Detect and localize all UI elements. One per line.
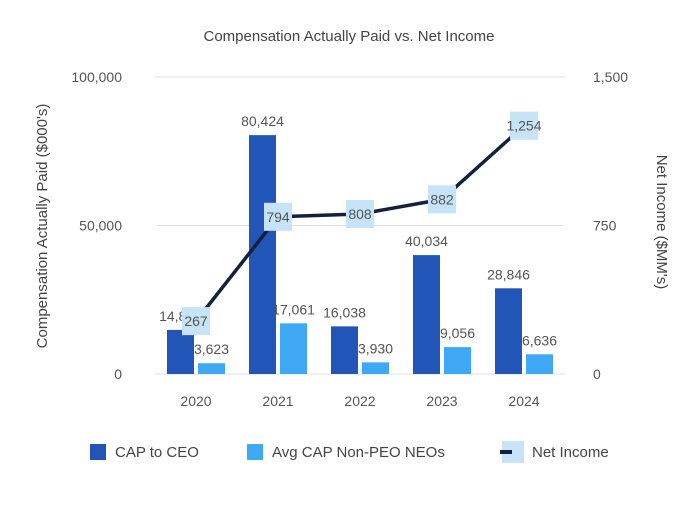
bar-cap-ceo	[167, 329, 194, 374]
net-income-marker	[264, 202, 292, 231]
y-tick-label: 50,000	[79, 218, 122, 234]
y2-tick-label: 1,500	[593, 69, 628, 85]
x-tick-label: 2022	[344, 393, 375, 409]
x-tick-label: 2024	[508, 393, 539, 409]
x-tick-label: 2021	[262, 393, 293, 409]
bar-cap-neo	[280, 323, 307, 374]
data-label-cap-neo: 9,056	[440, 325, 475, 341]
bar-cap-ceo	[495, 288, 522, 374]
data-label-cap-neo: 3,930	[358, 340, 393, 356]
bar-cap-ceo	[249, 135, 276, 374]
net-income-marker	[428, 185, 456, 214]
y-tick-label: 0	[114, 366, 122, 382]
bar-cap-neo	[444, 347, 471, 374]
data-label-net-income: 794	[266, 209, 290, 225]
data-label-cap-ceo: 80,424	[241, 113, 284, 129]
net-income-marker	[182, 307, 210, 336]
y2-tick-label: 0	[593, 366, 601, 382]
x-tick-label: 2020	[180, 393, 211, 409]
net-income-marker	[346, 200, 374, 229]
net-income-marker	[510, 111, 538, 140]
data-label-net-income: 882	[430, 191, 454, 207]
y-tick-label: 100,000	[71, 69, 122, 85]
y2-axis-title: Net Income ($MM's)	[653, 155, 670, 290]
chart-title: Compensation Actually Paid vs. Net Incom…	[204, 28, 495, 45]
legend-label-net-income: Net Income	[532, 444, 609, 461]
data-label-cap-neo: 6,636	[522, 332, 557, 348]
data-label-cap-ceo: 16,038	[323, 304, 366, 320]
bar-cap-neo	[362, 362, 389, 374]
x-tick-label: 2023	[426, 393, 457, 409]
bar-cap-ceo	[413, 255, 440, 374]
data-label-cap-ceo: 28,846	[487, 266, 530, 282]
data-label-net-income: 1,254	[506, 118, 541, 134]
data-label-net-income: 267	[184, 313, 208, 329]
legend-label-cap-ceo: CAP to CEO	[115, 444, 199, 461]
legend-swatch-net-income	[502, 441, 524, 463]
bar-cap-neo	[526, 354, 553, 374]
data-label-cap-ceo: 40,034	[405, 233, 448, 249]
legend-swatch-cap-ceo	[90, 444, 106, 460]
y-axis-title: Compensation Actually Paid ($000's)	[34, 104, 51, 349]
legend-label-cap-neo: Avg CAP Non-PEO NEOs	[272, 444, 445, 461]
data-label-net-income: 808	[348, 206, 372, 222]
data-label-cap-neo: 3,623	[194, 341, 229, 357]
legend-swatch-cap-neo	[247, 444, 263, 460]
y2-tick-label: 750	[593, 218, 617, 234]
bar-cap-ceo	[331, 326, 358, 374]
data-label-cap-neo: 17,061	[272, 301, 315, 317]
bar-cap-neo	[198, 363, 225, 374]
